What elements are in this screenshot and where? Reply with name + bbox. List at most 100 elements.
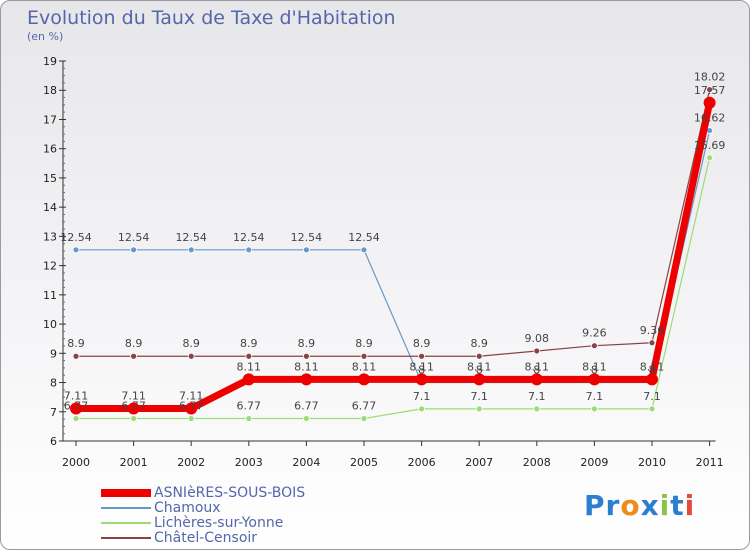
data-label: 6.77 xyxy=(237,399,262,412)
data-point xyxy=(591,342,598,350)
data-point xyxy=(706,154,713,162)
data-point xyxy=(72,415,80,422)
data-point xyxy=(187,352,195,360)
y-tick-label: 18 xyxy=(43,84,57,97)
data-point xyxy=(130,352,138,360)
data-label: 8.11 xyxy=(640,360,665,373)
data-label: 8 xyxy=(649,364,656,377)
data-point xyxy=(648,339,656,347)
proxiti-logo: Proxiti xyxy=(584,489,695,522)
logo-part: o xyxy=(620,489,641,522)
data-point xyxy=(245,246,253,254)
data-point xyxy=(530,373,543,386)
x-tick-label: 2003 xyxy=(235,456,263,469)
data-label: 6.77 xyxy=(352,399,377,412)
data-point xyxy=(127,402,140,415)
data-point xyxy=(360,246,368,254)
data-point xyxy=(187,246,195,254)
x-tick-label: 2004 xyxy=(292,456,320,469)
data-label: 7.1 xyxy=(643,390,661,403)
x-tick-label: 2007 xyxy=(465,456,493,469)
data-label: 8.11 xyxy=(294,360,319,373)
data-label: 6.77 xyxy=(294,399,319,412)
data-label: 12.54 xyxy=(118,231,150,244)
data-label: 7.11 xyxy=(64,390,89,403)
series-line xyxy=(75,157,711,420)
y-tick-label: 19 xyxy=(43,55,57,68)
chart-title: Evolution du Taux de Taxe d'Habitation xyxy=(27,7,396,29)
data-label: 12.54 xyxy=(60,231,92,244)
data-point xyxy=(646,373,658,386)
data-point xyxy=(475,405,483,413)
data-label: 8.9 xyxy=(240,337,258,350)
y-tick-label: 13 xyxy=(43,230,57,243)
y-tick-label: 7 xyxy=(50,406,57,419)
data-label: 8.9 xyxy=(413,337,431,350)
data-label: 17.57 xyxy=(694,84,726,97)
data-labels-layer: 7.11 7.11 7.11 8.11 8.11 8.11 8.11 8.11 8.11 8.11… xyxy=(60,71,725,413)
data-label: 8.9 xyxy=(298,337,316,350)
data-point xyxy=(72,352,80,360)
data-point xyxy=(358,373,370,386)
data-label: 8.11 xyxy=(467,360,492,373)
data-label: 6.77 xyxy=(121,399,146,412)
y-tick-label: 8 xyxy=(50,377,57,390)
x-tick-label: 2009 xyxy=(580,456,608,469)
chart-axes: 6 7 8 9 10 11 12 13 14 15 16 17 18 19 2000 2001 2002 2003… xyxy=(43,55,724,469)
data-point xyxy=(245,415,253,422)
data-label: 8.11 xyxy=(525,360,550,373)
data-label: 6.77 xyxy=(179,399,204,412)
x-tick-label: 2002 xyxy=(177,456,205,469)
y-tick-label: 16 xyxy=(43,143,57,156)
chart-subtitle: (en %) xyxy=(27,30,64,43)
data-point xyxy=(648,405,656,413)
data-label: 8.9 xyxy=(125,337,143,350)
data-point xyxy=(185,402,198,415)
data-label: 8.11 xyxy=(352,360,377,373)
data-label: 7.1 xyxy=(586,390,604,403)
data-label: 8.9 xyxy=(67,337,85,350)
x-tick-label: 2010 xyxy=(638,456,666,469)
line-chart: 6 7 8 9 10 11 12 13 14 15 16 17 18 19 2000 2001 2002 2003… xyxy=(43,55,725,469)
legend-swatch xyxy=(101,507,151,509)
data-point xyxy=(533,405,541,413)
data-label: 9.26 xyxy=(582,327,607,340)
data-point xyxy=(591,405,598,413)
data-label: 7.11 xyxy=(179,390,204,403)
data-point xyxy=(300,373,313,386)
data-point xyxy=(703,96,716,109)
data-label: 7.1 xyxy=(470,390,488,403)
data-point xyxy=(588,373,601,386)
data-point xyxy=(418,352,426,360)
data-label: 12.54 xyxy=(175,231,207,244)
legend-swatch xyxy=(101,489,151,497)
y-tick-label: 9 xyxy=(50,347,57,360)
logo-part: x xyxy=(640,489,660,522)
data-point xyxy=(302,246,310,254)
data-label: 12.54 xyxy=(233,231,265,244)
legend-label: Chamoux xyxy=(154,500,221,516)
data-label: 8 xyxy=(533,364,540,377)
data-label: 18.02 xyxy=(694,71,726,84)
data-point xyxy=(418,405,426,413)
data-label: 8 xyxy=(591,364,598,377)
data-point xyxy=(473,373,486,386)
data-label: 7.1 xyxy=(528,390,546,403)
data-label: 7.11 xyxy=(121,390,146,403)
data-label: 15.69 xyxy=(694,139,726,152)
y-tick-label: 14 xyxy=(43,201,57,214)
legend-swatch xyxy=(101,537,151,539)
data-label: 8.11 xyxy=(409,360,434,373)
data-label: 8.11 xyxy=(237,360,262,373)
series-line xyxy=(75,89,711,357)
data-point xyxy=(187,415,195,422)
data-label: 8.9 xyxy=(470,337,488,350)
data-point xyxy=(302,415,310,422)
data-label: 9.08 xyxy=(525,332,550,345)
y-tick-label: 6 xyxy=(50,435,57,448)
data-point xyxy=(130,246,138,254)
logo-part: t xyxy=(670,489,685,522)
x-tick-label: 2005 xyxy=(350,456,378,469)
legend-label: ASNIèRES-SOUS-BOIS xyxy=(154,485,306,501)
series-line xyxy=(72,99,714,413)
